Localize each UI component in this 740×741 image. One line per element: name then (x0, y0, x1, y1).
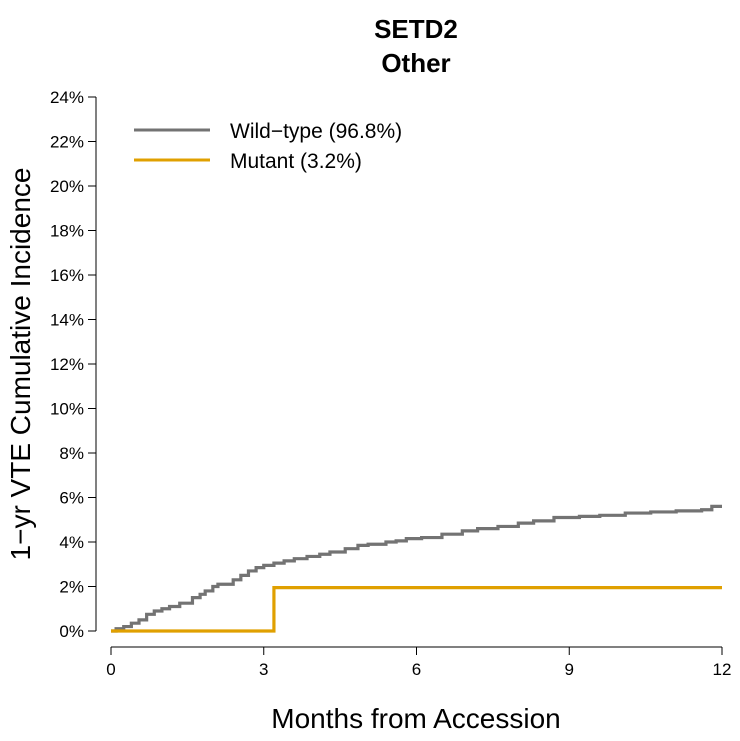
chart-title: SETD2 (374, 14, 458, 44)
y-tick-label: 6% (59, 489, 84, 508)
mutant-line (111, 586, 722, 633)
wild-type-line (111, 504, 722, 633)
y-axis-label: 1−yr VTE Cumulative Incidence (5, 168, 36, 561)
y-tick-label: 16% (50, 266, 84, 285)
x-axis: 0 3 6 9 12 (106, 646, 732, 679)
chart-subtitle: Other (381, 48, 450, 78)
y-tick-label: 12% (50, 355, 84, 374)
x-tick-label: 6 (412, 660, 421, 679)
y-tick-label: 22% (50, 133, 84, 152)
y-tick-label: 2% (59, 578, 84, 597)
series-layer (111, 504, 722, 633)
y-tick-label: 8% (59, 444, 84, 463)
legend-label-wild-type: Wild−type (96.8%) (230, 120, 402, 143)
x-tick-label: 0 (106, 660, 115, 679)
y-tick-label: 4% (59, 533, 84, 552)
x-tick-label: 9 (565, 660, 574, 679)
y-axis: 0% 2% 4% 6% 8% 10% 12% 14% 16% 18% 20% 22% 24% (50, 88, 97, 641)
y-tick-label: 18% (50, 222, 84, 241)
y-tick-label: 24% (50, 88, 84, 107)
x-tick-label: 3 (259, 660, 268, 679)
y-tick-label: 0% (59, 622, 84, 641)
x-tick-label: 12 (713, 660, 732, 679)
legend: Wild−type (96.8%) Mutant (3.2%) (134, 120, 402, 173)
x-axis-label: Months from Accession (271, 703, 560, 734)
legend-label-mutant: Mutant (3.2%) (230, 150, 362, 173)
y-tick-label: 10% (50, 400, 84, 419)
y-tick-label: 20% (50, 177, 84, 196)
y-tick-label: 14% (50, 311, 84, 330)
